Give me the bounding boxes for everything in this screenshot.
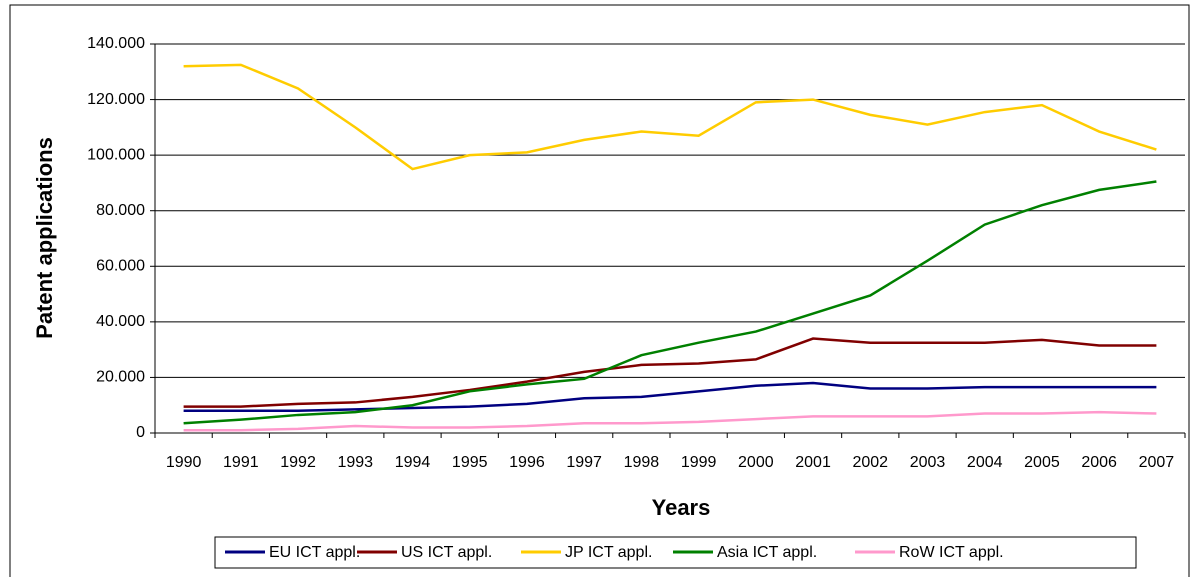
x-tick-label: 2001 xyxy=(795,454,831,471)
x-tick-label: 1995 xyxy=(452,454,488,471)
y-axis-label: Patent applications xyxy=(32,137,57,339)
x-tick-label: 1993 xyxy=(337,454,373,471)
x-tick-label: 2006 xyxy=(1081,454,1117,471)
y-tick-label: 40.000 xyxy=(96,313,145,330)
x-axis-label: Years xyxy=(652,495,711,520)
x-tick-label: 2000 xyxy=(738,454,774,471)
chart-frame xyxy=(9,4,1190,582)
series-line xyxy=(183,381,1157,413)
legend-label: Asia ICT appl. xyxy=(717,544,817,561)
x-tick-label: 1994 xyxy=(395,454,431,471)
series-line xyxy=(183,180,1157,425)
legend-label: EU ICT appl. xyxy=(269,544,360,561)
x-tick-label: 2005 xyxy=(1024,454,1060,471)
x-tick-label: 1997 xyxy=(566,454,602,471)
x-tick-label: 1999 xyxy=(681,454,717,471)
x-tick-label: 2003 xyxy=(910,454,946,471)
series-line xyxy=(183,63,1157,171)
legend-label: RoW ICT appl. xyxy=(899,544,1004,561)
y-tick-label: 20.000 xyxy=(96,369,145,386)
y-tick-label: 100.000 xyxy=(87,146,145,163)
y-tick-label: 140.000 xyxy=(87,35,145,52)
x-tick-label: 1991 xyxy=(223,454,259,471)
x-tick-label: 1990 xyxy=(166,454,202,471)
y-tick-label: 60.000 xyxy=(96,258,145,275)
x-tick-label: 1998 xyxy=(624,454,660,471)
legend-label: US ICT appl. xyxy=(401,544,492,561)
x-tick-label: 2007 xyxy=(1139,454,1175,471)
x-tick-label: 1992 xyxy=(280,454,316,471)
x-tick-label: 1996 xyxy=(509,454,545,471)
y-tick-label: 0 xyxy=(136,424,145,441)
y-tick-label: 120.000 xyxy=(87,91,145,108)
series-line xyxy=(183,337,1157,408)
x-tick-label: 2002 xyxy=(852,454,888,471)
y-tick-label: 80.000 xyxy=(96,202,145,219)
legend-label: JP ICT appl. xyxy=(565,544,652,561)
x-tick-label: 2004 xyxy=(967,454,1003,471)
series-line xyxy=(183,410,1157,432)
